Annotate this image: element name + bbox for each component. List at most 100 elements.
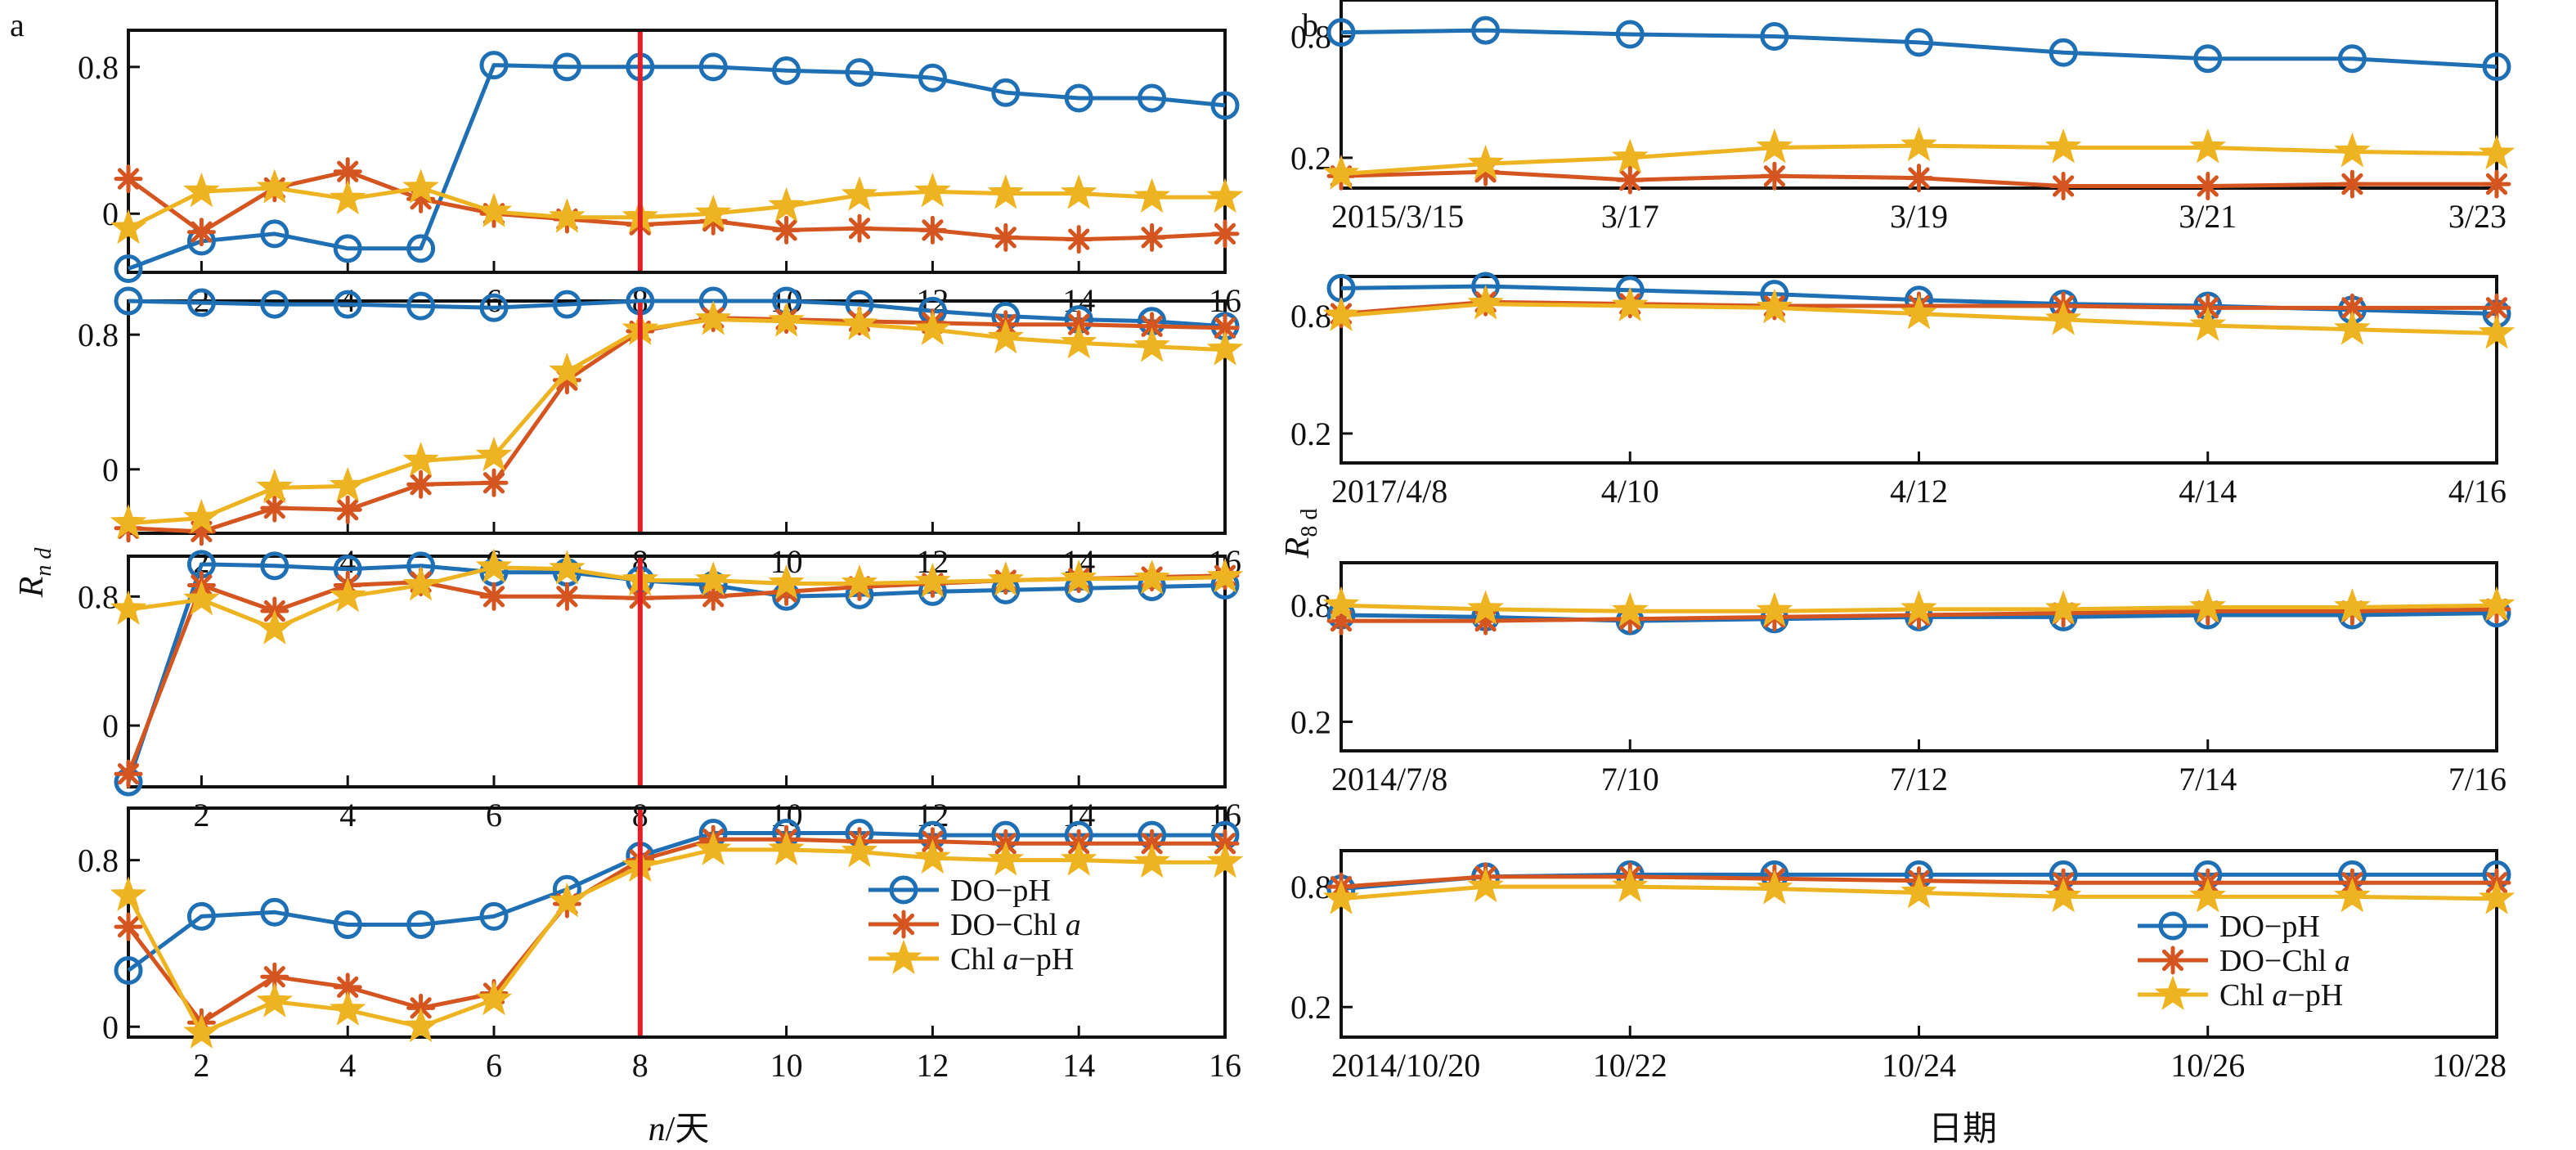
- panel-a-row3-point-do-chl-a: [698, 582, 728, 611]
- panel-a-row1-point-chl-a-ph: [914, 172, 951, 208]
- panel-b-row2-xtick-label: 4/10: [1601, 473, 1659, 510]
- panel-a-legend-label: DO−pH: [950, 874, 1051, 908]
- panel-a-row2-point-chl-a-ph: [475, 436, 513, 472]
- panel-b-row3-point-chl-a-ph: [1322, 586, 1360, 622]
- panel-a-row1-point-do-ph: [479, 51, 509, 80]
- panel-a-row1-point-chl-a-ph: [110, 209, 147, 245]
- panel-b-row1-xtick-label: 3/23: [2448, 198, 2506, 235]
- panel-b-row1-point-do-chl-a: [1471, 157, 1501, 186]
- panel-a-row2-point-do-chl-a: [406, 469, 436, 499]
- panel-a-row1-point-chl-a-ph: [987, 174, 1025, 209]
- panel-a-row1-point-do-chl-a: [406, 184, 436, 213]
- panel-a-row3-point-chl-a-ph: [549, 550, 586, 585]
- panel-a-row1-point-chl-a-ph: [183, 172, 220, 208]
- axes-layer: 0.802468101214160.802468101214160.802468…: [78, 0, 2515, 1084]
- panel-b-legend-marker: [2158, 911, 2188, 941]
- panel-a-row4-point-do-chl-a: [114, 912, 143, 941]
- panel-a-row3-ytick-label: 0: [102, 708, 119, 744]
- panel-a-row4-ytick-label: 0: [102, 1008, 119, 1045]
- panel-b-row4-xtick-label: 10/24: [1882, 1047, 1956, 1084]
- panel-a-row3-point-chl-a-ph: [1133, 559, 1170, 595]
- panel-a-row4-point-do-chl-a: [333, 973, 362, 1002]
- panel-a-row2-line-chl-a-ph: [128, 317, 1226, 526]
- panel-a-row3-point-do-chl-a: [552, 582, 581, 611]
- panel-a-row2-point-chl-a-ph: [1133, 327, 1170, 362]
- panel-a-row1-point-do-chl-a: [772, 215, 801, 245]
- panel-b-row4-series-chl-a-ph: [1322, 867, 2515, 914]
- panel-a-row2-point-chl-a-ph: [768, 302, 805, 337]
- panel-a-row1-axes: 0.802 4 6 8 10 12 14 16: [78, 29, 1244, 319]
- panel-a-row1-point-do-chl-a: [114, 164, 143, 194]
- panel-a-row4-point-do-chl-a: [260, 962, 289, 991]
- panel-b-row2-point-chl-a-ph: [1901, 294, 1937, 330]
- panel-a-row1-point-do-ph: [918, 63, 947, 92]
- panel-a-row3-point-chl-a-ph: [914, 563, 951, 598]
- panel-a-row1-line-chl-a-ph: [127, 186, 1225, 231]
- panel-b-row1-point-chl-a-ph: [1611, 138, 1649, 173]
- panel-a-row4-point-chl-a-ph: [694, 830, 732, 865]
- panel-a-row2-point-do-ph: [552, 290, 581, 319]
- panel-a-row2-point-chl-a-ph: [549, 352, 586, 388]
- panel-b-row1-ytick-label: 0.2: [1290, 140, 1331, 177]
- panel-b-row2-xtick-label: 4/12: [1890, 473, 1948, 510]
- panel-a-row3-point-chl-a-ph: [841, 564, 878, 600]
- panel-a-row1-point-chl-a-ph: [1206, 177, 1244, 213]
- panel-a-row2-line-do-chl-a: [128, 316, 1226, 534]
- panel-a-row3-point-do-ph: [260, 551, 289, 581]
- panel-b-row3-xtick-label: 7/14: [2179, 761, 2237, 797]
- panel-a-row1-frame: [127, 29, 1227, 274]
- panel-b-row3-xtick-label: 7/16: [2448, 761, 2506, 797]
- panel-a-label: a: [10, 7, 25, 43]
- panel-a-row2-point-do-chl-a: [1210, 313, 1240, 343]
- panel-a-row2-series-chl-a-ph: [110, 300, 1244, 539]
- panel-b-row1-xtick-label: 2015/3/15: [1331, 198, 1464, 235]
- panel-a-row1-point-do-chl-a: [1064, 225, 1093, 254]
- panel-a-row4-point-do-ph: [260, 897, 289, 927]
- panel-a-row3-point-do-chl-a: [772, 577, 801, 606]
- panel-a-row3-point-chl-a-ph: [329, 577, 366, 613]
- panel-b-row2-point-chl-a-ph: [1467, 285, 1504, 320]
- panel-b-row1-point-do-ph: [1905, 28, 1933, 57]
- panel-a-row1-point-chl-a-ph: [329, 179, 366, 215]
- panel-a-row1-point-do-chl-a: [845, 213, 874, 243]
- panel-b-row4-xtick-label: 2014/10/20: [1331, 1047, 1480, 1084]
- panel-a-row4-point-chl-a-ph: [475, 980, 513, 1016]
- panel-a-row4-point-do-ph: [114, 956, 143, 986]
- panel-b-row1-series-do-ph: [1326, 16, 2511, 82]
- panel-b-row2-point-chl-a-ph: [1756, 288, 1793, 324]
- panel-a-row3-point-chl-a-ph: [768, 564, 805, 600]
- panel-b-row1-point-do-ph: [1760, 22, 1789, 52]
- panel-a-row1-ytick-label: 0.8: [78, 49, 119, 86]
- panel-b-ylabel-main: R: [1279, 537, 1317, 559]
- panel-a-row4-axes: 0.8 0 2 4 6 8 10 12 14 16: [78, 806, 1244, 1084]
- panel-a-ylabel: Rn d: [13, 547, 56, 599]
- panel-b-row4-xtick-label: 10/28: [2432, 1047, 2506, 1084]
- panel-b-row1-point-do-ph: [1615, 20, 1645, 49]
- panel-a-row1-point-do-chl-a: [1210, 219, 1240, 249]
- panel-b-row4-point-chl-a-ph: [1611, 867, 1649, 903]
- panel-a-row1-point-do-ph: [991, 78, 1021, 107]
- panel-a-row2-point-do-ph: [114, 286, 143, 316]
- panel-a-row2-point-do-chl-a: [260, 493, 289, 523]
- panel-b-legend-marker: [2154, 975, 2192, 1010]
- panel-a-row1-point-chl-a-ph: [475, 192, 513, 227]
- panel-b-row1-point-chl-a-ph: [1901, 126, 1937, 162]
- panel-b-row4-point-chl-a-ph: [1756, 869, 1793, 905]
- panel-a-row3-point-chl-a-ph: [183, 580, 220, 616]
- panel-a-row4-xtick-label: 14: [1062, 1047, 1095, 1084]
- panel-a-row2-point-chl-a-ph: [914, 310, 951, 345]
- panel-a-row3-point-chl-a-ph: [1060, 559, 1097, 595]
- panel-b-row3-xtick-label: 7/10: [1601, 761, 1659, 797]
- panel-a-row3-point-chl-a-ph: [475, 548, 513, 583]
- panel-b-row4-point-chl-a-ph: [1901, 874, 1937, 909]
- panel-a-row2-point-do-ph: [186, 288, 216, 317]
- panel-b-row2-point-chl-a-ph: [2044, 300, 2082, 335]
- panel-a-row3-series-chl-a-ph: [110, 548, 1244, 645]
- panel-a-row2-ytick-label: 0: [102, 451, 119, 488]
- panel-a-row2-point-chl-a-ph: [841, 305, 878, 340]
- panel-a-row3-ytick-label: 0.8: [78, 578, 119, 615]
